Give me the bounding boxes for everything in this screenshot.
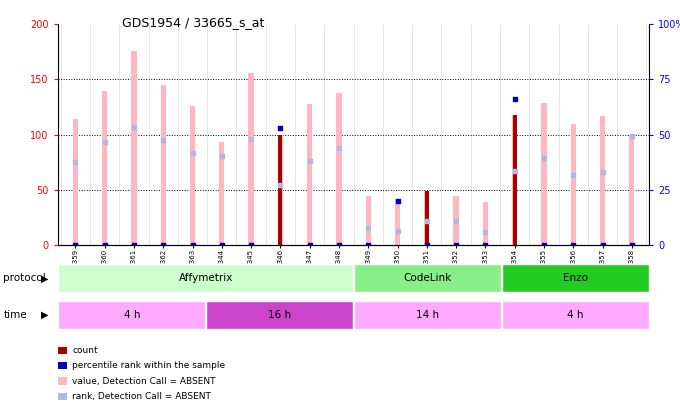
Bar: [513, 115, 517, 245]
Bar: [425, 191, 428, 245]
Bar: [58, 264, 353, 292]
Text: ▶: ▶: [41, 273, 48, 283]
Bar: [354, 264, 501, 292]
Point: [333, 145, 344, 151]
Bar: [190, 106, 195, 245]
Point: [187, 242, 198, 248]
Bar: [502, 264, 649, 292]
Text: GDS1954 / 33665_s_at: GDS1954 / 33665_s_at: [122, 16, 265, 29]
Point: [597, 169, 608, 175]
Point: [480, 242, 491, 248]
Text: count: count: [72, 346, 98, 355]
Point: [568, 242, 579, 248]
Text: protocol: protocol: [3, 273, 46, 283]
Bar: [73, 119, 78, 245]
Point: [216, 242, 227, 248]
Bar: [502, 301, 649, 329]
Point: [363, 225, 374, 232]
Point: [158, 137, 169, 143]
Text: CodeLink: CodeLink: [403, 273, 452, 283]
Bar: [571, 124, 576, 245]
Bar: [279, 134, 282, 245]
Text: 4 h: 4 h: [124, 310, 140, 320]
Point: [451, 242, 462, 248]
Point: [70, 159, 81, 166]
Bar: [277, 134, 283, 245]
Bar: [354, 301, 501, 329]
Text: Affymetrix: Affymetrix: [179, 273, 233, 283]
Bar: [454, 196, 459, 245]
Point: [99, 242, 110, 248]
Bar: [512, 115, 517, 245]
Text: 16 h: 16 h: [268, 310, 291, 320]
Point: [245, 242, 256, 248]
Point: [70, 242, 81, 248]
Point: [245, 136, 256, 142]
Text: value, Detection Call = ABSENT: value, Detection Call = ABSENT: [72, 377, 216, 386]
Point: [626, 132, 637, 139]
Bar: [395, 199, 400, 245]
Point: [304, 158, 315, 164]
Point: [539, 242, 549, 248]
Text: time: time: [3, 310, 27, 320]
Text: rank, Detection Call = ABSENT: rank, Detection Call = ABSENT: [72, 392, 211, 401]
Point: [304, 242, 315, 248]
Text: ▶: ▶: [41, 310, 48, 320]
Bar: [131, 51, 137, 245]
Point: [422, 242, 432, 248]
Point: [568, 172, 579, 179]
Point: [99, 139, 110, 146]
Point: [509, 168, 520, 174]
Bar: [600, 116, 605, 245]
Point: [480, 228, 491, 235]
Point: [597, 242, 608, 248]
Point: [509, 96, 520, 102]
Point: [129, 124, 139, 130]
Point: [392, 228, 403, 234]
Bar: [206, 301, 353, 329]
Bar: [219, 143, 224, 245]
Bar: [337, 93, 341, 245]
Bar: [307, 104, 312, 245]
Bar: [58, 301, 205, 329]
Bar: [541, 102, 547, 245]
Point: [275, 182, 286, 189]
Point: [626, 242, 637, 248]
Bar: [483, 202, 488, 245]
Point: [333, 242, 344, 248]
Bar: [629, 134, 634, 245]
Point: [451, 217, 462, 224]
Text: Enzo: Enzo: [563, 273, 588, 283]
Point: [539, 155, 549, 161]
Bar: [366, 196, 371, 245]
Point: [363, 242, 374, 248]
Text: 14 h: 14 h: [416, 310, 439, 320]
Bar: [160, 85, 166, 245]
Bar: [102, 90, 107, 245]
Bar: [424, 191, 430, 245]
Point: [187, 150, 198, 157]
Point: [158, 242, 169, 248]
Point: [129, 242, 139, 248]
Bar: [248, 73, 254, 245]
Point: [216, 152, 227, 159]
Point: [422, 217, 432, 224]
Point: [275, 125, 286, 131]
Text: 4 h: 4 h: [567, 310, 583, 320]
Point: [392, 198, 403, 204]
Text: percentile rank within the sample: percentile rank within the sample: [72, 361, 225, 370]
